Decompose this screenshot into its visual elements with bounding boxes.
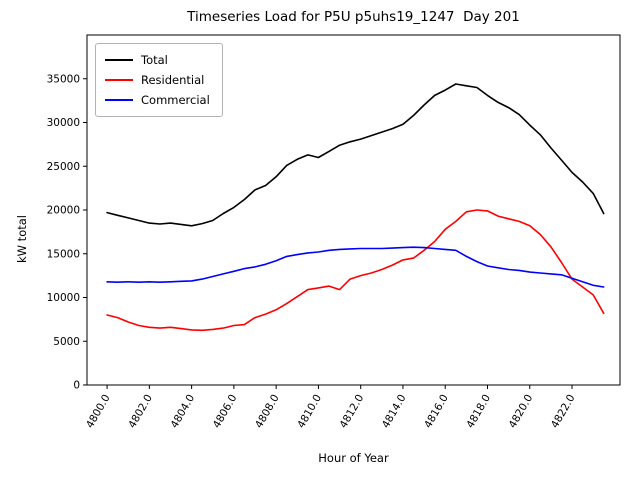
legend-label: Commercial	[141, 93, 210, 107]
chart-title: Timeseries Load for P5U p5uhs19_1247 Day…	[187, 9, 520, 25]
series-line-residential	[106, 209, 605, 332]
x-tick-label: 4800.0	[84, 393, 113, 431]
x-tick-label: 4802.0	[126, 393, 155, 431]
y-tick-label: 35000	[47, 73, 80, 85]
y-tick-label: 5000	[53, 336, 80, 348]
y-tick-label: 0	[73, 380, 80, 392]
legend-item-residential: Residential	[105, 70, 210, 90]
y-tick-label: 25000	[47, 161, 80, 173]
x-tick-label: 4822.0	[549, 393, 578, 431]
legend-label: Total	[141, 53, 168, 67]
legend-label: Residential	[141, 73, 205, 87]
x-tick-label: 4820.0	[507, 393, 536, 431]
x-tick-label: 4814.0	[380, 393, 409, 431]
y-tick-label: 10000	[47, 292, 80, 304]
x-tick-label: 4810.0	[295, 393, 324, 431]
legend-line-swatch	[105, 99, 133, 101]
y-tick-label: 15000	[47, 248, 80, 260]
legend-line-swatch	[105, 79, 133, 81]
y-tick-label: 20000	[47, 205, 80, 217]
legend-line-swatch	[105, 59, 133, 61]
series-line-total	[106, 83, 605, 227]
x-tick-label: 4804.0	[168, 393, 197, 431]
x-tick-label: 4812.0	[338, 393, 367, 431]
legend-item-commercial: Commercial	[105, 90, 210, 110]
y-axis-label: kW total	[15, 215, 29, 263]
x-tick-label: 4806.0	[211, 393, 240, 431]
y-tick-label: 30000	[47, 117, 80, 129]
x-tick-label: 4818.0	[464, 393, 493, 431]
legend-item-total: Total	[105, 50, 210, 70]
legend: Total Residential Commercial	[95, 43, 223, 117]
x-axis-label: Hour of Year	[318, 451, 389, 465]
x-tick-label: 4808.0	[253, 393, 282, 431]
series-line-commercial	[106, 246, 605, 288]
x-tick-label: 4816.0	[422, 393, 451, 431]
